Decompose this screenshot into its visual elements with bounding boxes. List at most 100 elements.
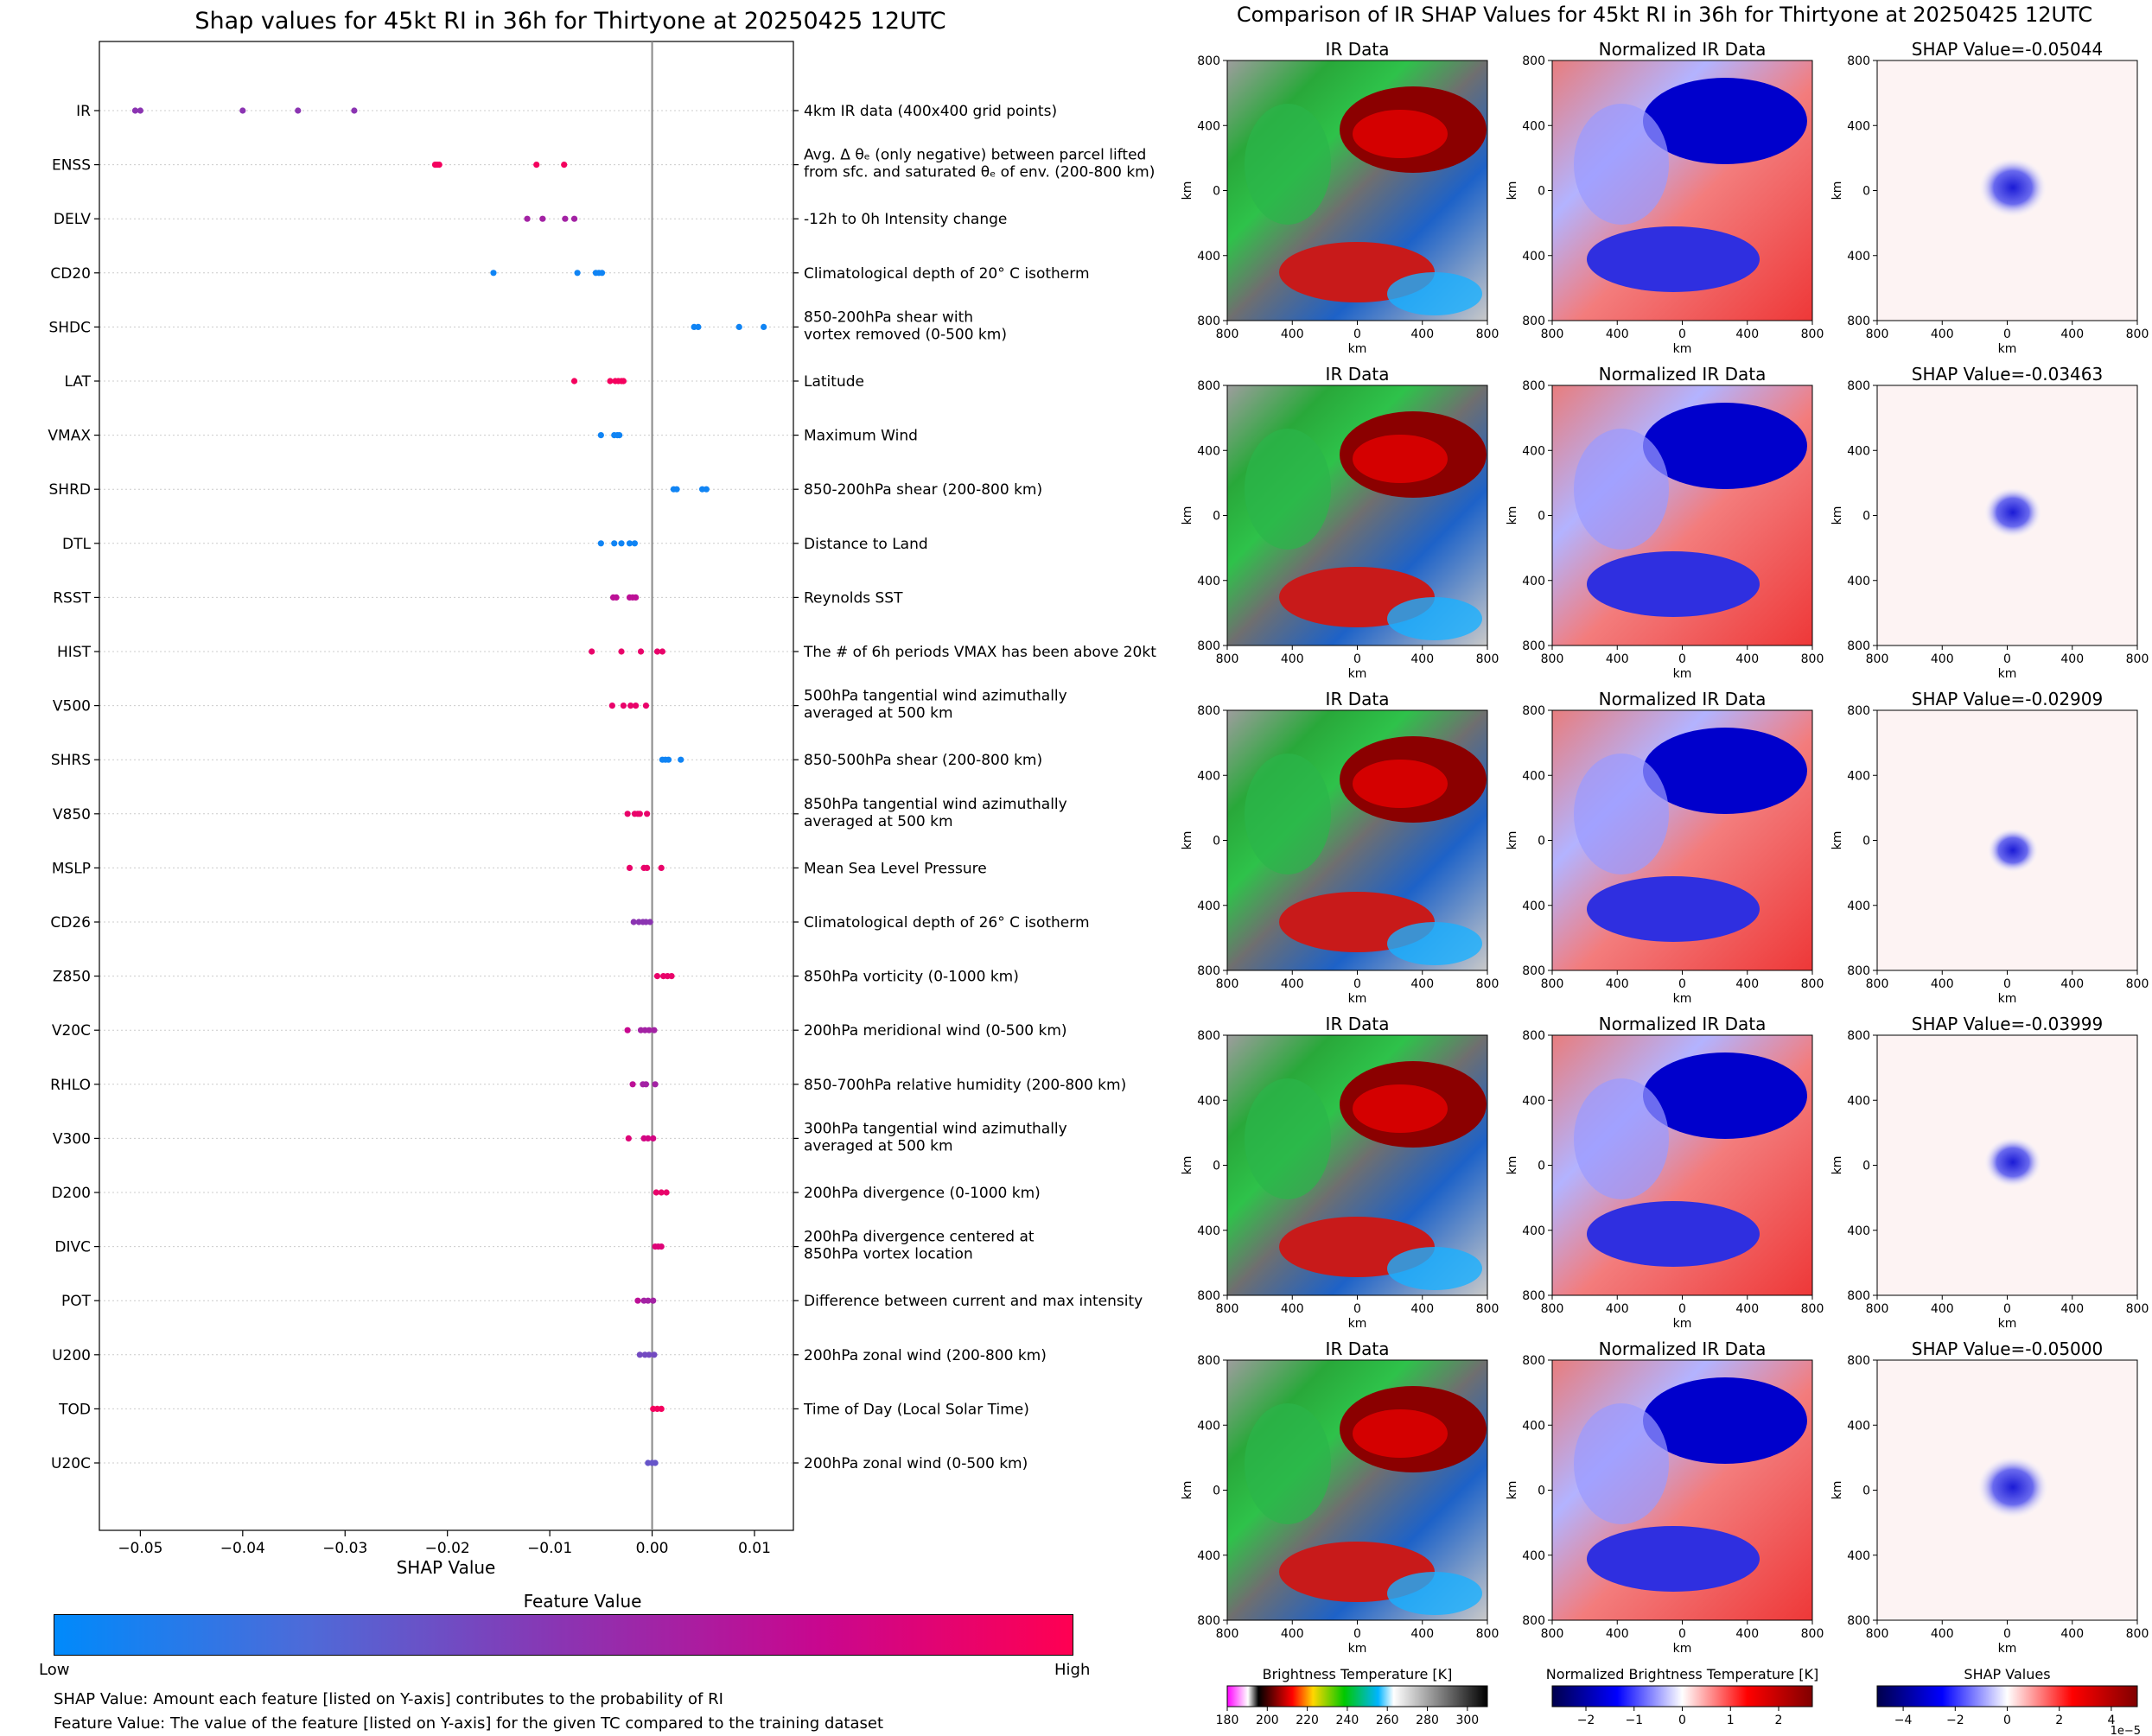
colorbar-tick-label: 2 bbox=[2055, 1714, 2063, 1727]
negative-anomaly bbox=[1643, 1377, 1807, 1464]
colorbar-tick-label: 180 bbox=[1216, 1714, 1239, 1727]
x-tick-label: 0 bbox=[2003, 1627, 2011, 1641]
warm-cloud-region bbox=[1245, 429, 1331, 550]
shap-point bbox=[627, 703, 634, 709]
x-tick-label: 0 bbox=[2003, 1302, 2011, 1316]
shap-hotspot bbox=[1978, 157, 2047, 218]
x-tick-label: 400 bbox=[1735, 977, 1759, 991]
comparison-title: Comparison of IR SHAP Values for 45kt RI… bbox=[1237, 3, 2092, 27]
cirrus-region bbox=[1387, 1572, 1482, 1615]
feature-description: 200hPa divergence (0-1000 km) bbox=[804, 1185, 1041, 1202]
y-tick-label: 400 bbox=[1197, 119, 1220, 133]
x-tick-label: 400 bbox=[1735, 652, 1759, 666]
y-tick-label: 0 bbox=[1538, 510, 1545, 524]
y-tick-label: 400 bbox=[1197, 769, 1220, 783]
x-tick-label: 400 bbox=[2060, 1302, 2084, 1316]
y-tick-label: 800 bbox=[1197, 639, 1220, 653]
cirrus-region bbox=[1387, 272, 1482, 315]
norm-panel: Normalized IR Data8008004004000040040080… bbox=[1506, 689, 1824, 1006]
shap-point bbox=[663, 1189, 670, 1196]
colorbar-title: Brightness Temperature [K] bbox=[1263, 1666, 1453, 1682]
cold-cloud-core bbox=[1353, 1084, 1448, 1133]
feature-description: Difference between current and max inten… bbox=[804, 1293, 1143, 1310]
shap-point bbox=[598, 270, 606, 277]
feature-label: CD20 bbox=[50, 265, 91, 283]
shap-point bbox=[653, 1189, 659, 1196]
feature-description: averaged at 500 km bbox=[804, 1137, 953, 1154]
feature-label: RHLO bbox=[50, 1077, 91, 1094]
y-tick-label: 0 bbox=[1862, 1160, 1870, 1173]
cirrus-region bbox=[1387, 1247, 1482, 1290]
beeswarm-title: Shap values for 45kt RI in 36h for Thirt… bbox=[194, 8, 945, 35]
y-tick-label: 400 bbox=[1197, 1224, 1220, 1238]
x-tick-label: 800 bbox=[1866, 1302, 1889, 1316]
x-tick-label: 0 bbox=[1353, 977, 1361, 991]
feature-description: Reynolds SST bbox=[804, 589, 903, 607]
cold-cloud-core bbox=[1353, 1409, 1448, 1458]
shap-point bbox=[642, 703, 650, 709]
x-axis-label: km bbox=[1348, 1317, 1367, 1331]
x-tick-label: 0 bbox=[1353, 1627, 1361, 1641]
shap-point bbox=[620, 703, 627, 709]
x-tick-label: 800 bbox=[1866, 327, 1889, 341]
y-tick-label: 800 bbox=[1847, 704, 1870, 718]
feature-label: IR bbox=[76, 103, 91, 120]
y-tick-label: 400 bbox=[1847, 1224, 1870, 1238]
negative-anomaly-band bbox=[1587, 551, 1760, 617]
x-axis-label: km bbox=[1348, 992, 1367, 1006]
panel-title: IR Data bbox=[1326, 689, 1390, 709]
colorbar-tick-label: −2 bbox=[1946, 1714, 1964, 1727]
y-axis-label: km bbox=[1181, 1481, 1194, 1500]
x-tick-label: 400 bbox=[1410, 1627, 1434, 1641]
feature-description: The # of 6h periods VMAX has been above … bbox=[803, 644, 1156, 661]
weak-anomaly bbox=[1574, 429, 1669, 550]
feature-description: Time of Day (Local Solar Time) bbox=[803, 1401, 1029, 1418]
shap-point bbox=[633, 594, 640, 601]
x-tick-label: 800 bbox=[1866, 652, 1889, 666]
y-tick-label: 400 bbox=[1522, 1419, 1545, 1433]
shap-point bbox=[539, 215, 546, 222]
panel-title: Normalized IR Data bbox=[1599, 39, 1767, 60]
colorbar-tick-label: −2 bbox=[1577, 1714, 1595, 1727]
x-tick-label: 0 bbox=[2003, 652, 2011, 666]
x-tick-label: 0 bbox=[1678, 1627, 1686, 1641]
x-tick-label: 400 bbox=[1606, 977, 1629, 991]
warm-cloud-region bbox=[1245, 104, 1331, 225]
y-tick-label: 800 bbox=[1847, 379, 1870, 393]
y-tick-label: 400 bbox=[1847, 769, 1870, 783]
y-tick-label: 400 bbox=[1847, 250, 1870, 264]
norm-panel: Normalized IR Data8008004004000040040080… bbox=[1506, 39, 1824, 356]
x-tick-label: −0.04 bbox=[220, 1540, 265, 1557]
feature-description: 850-200hPa shear (200-800 km) bbox=[804, 481, 1042, 499]
x-tick-label: 0.01 bbox=[738, 1540, 771, 1557]
shap-point bbox=[570, 215, 578, 222]
y-tick-label: 400 bbox=[1197, 1419, 1220, 1433]
colorbar bbox=[1876, 1685, 2138, 1707]
x-axis-label: km bbox=[1673, 667, 1692, 681]
shap-point bbox=[562, 215, 569, 222]
shap-point bbox=[137, 107, 143, 114]
y-tick-label: 400 bbox=[1847, 1419, 1870, 1433]
negative-anomaly bbox=[1643, 78, 1807, 164]
shap-point bbox=[524, 215, 531, 222]
x-tick-label: 800 bbox=[2126, 1627, 2149, 1641]
feature-label: V850 bbox=[53, 806, 91, 823]
shap-point bbox=[645, 1297, 652, 1304]
colorbar-tick-label: 2 bbox=[1775, 1714, 1783, 1727]
feature-description: 500hPa tangential wind azimuthally bbox=[804, 688, 1067, 705]
x-tick-label: 400 bbox=[1410, 977, 1434, 991]
cirrus-region bbox=[1387, 597, 1482, 640]
shap-value-note: SHAP Value: Amount each feature [listed … bbox=[54, 1690, 723, 1708]
shap-point bbox=[703, 486, 710, 493]
shap-point bbox=[658, 864, 665, 872]
negative-anomaly-band bbox=[1587, 226, 1760, 292]
x-tick-label: 800 bbox=[1476, 1302, 1499, 1316]
feature-label: TOD bbox=[58, 1401, 91, 1418]
colorbar-tick-label: −1 bbox=[1625, 1714, 1643, 1727]
colorbar-tick-label: 220 bbox=[1296, 1714, 1319, 1727]
shap-panel: SHAP Value=-0.05044800800400400004004008… bbox=[1830, 39, 2149, 356]
x-tick-label: 0.00 bbox=[636, 1540, 669, 1557]
y-tick-label: 0 bbox=[1862, 1485, 1870, 1498]
feature-label: LAT bbox=[64, 373, 91, 391]
